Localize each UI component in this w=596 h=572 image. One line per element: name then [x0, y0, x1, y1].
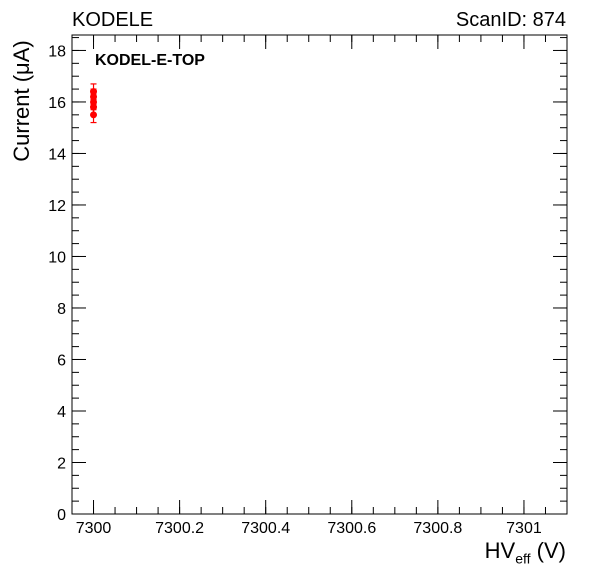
chart-annotation: KODEL-E-TOP	[95, 52, 205, 69]
x-axis-label-main: HV	[484, 538, 516, 563]
y-tick-label: 2	[57, 455, 66, 472]
x-tick-label: 7300	[76, 520, 112, 537]
x-axis-label: HVeff (V)	[485, 538, 566, 566]
y-tick-label: 6	[57, 352, 66, 369]
x-axis-label-unit: (V)	[530, 538, 566, 563]
y-tick-label: 12	[48, 198, 66, 215]
chart-header-left: KODELE	[72, 9, 154, 31]
data-point	[90, 111, 98, 119]
axis-ticks	[71, 35, 568, 515]
data-points	[90, 83, 98, 124]
y-tick-label: 0	[57, 507, 66, 524]
tick-labels: 0 2 4 6 8 10 12 14 16 18 7300 7300.2 7300.4 7300.6 730…	[48, 43, 542, 537]
x-tick-label: 7300.8	[413, 520, 462, 537]
y-tick-label: 14	[48, 146, 66, 163]
y-tick-label: 10	[48, 249, 66, 266]
x-tick-label: 7300.4	[241, 520, 290, 537]
y-tick-label: 16	[48, 95, 66, 112]
x-axis-label-sub: eff	[515, 550, 531, 567]
x-tick-label: 7301	[506, 520, 542, 537]
y-axis-label-text: Current (μA)	[9, 40, 34, 162]
x-tick-label: 7300.6	[327, 520, 376, 537]
y-tick-label: 8	[57, 301, 66, 318]
x-tick-label: 7300.2	[155, 520, 204, 537]
chart-header-scan-id: ScanID: 874	[455, 9, 566, 31]
y-tick-label: 18	[48, 43, 66, 60]
plot-frame	[71, 34, 568, 515]
y-tick-label: 4	[57, 404, 66, 421]
